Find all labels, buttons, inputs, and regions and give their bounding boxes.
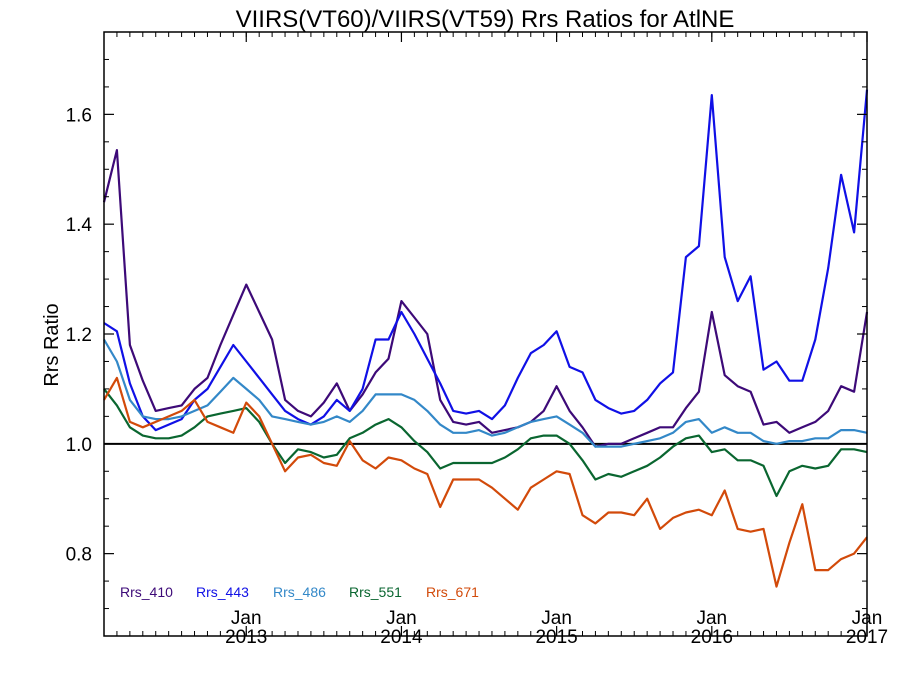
legend-entry-rrs-671: Rrs_671 xyxy=(426,584,479,600)
legend-entry-rrs-551: Rrs_551 xyxy=(349,584,402,600)
x-tick-label-month: Jan xyxy=(386,608,417,629)
x-tick-label-year: 2017 xyxy=(846,627,888,648)
x-tick-label-month: Jan xyxy=(696,608,727,629)
series-line-rrs-486 xyxy=(103,338,868,448)
x-tick-label-year: 2013 xyxy=(225,627,267,648)
chart-title: VIIRS(VT60)/VIIRS(VT59) Rrs Ratios for A… xyxy=(236,6,735,33)
x-tick-label-year: 2015 xyxy=(535,627,577,648)
plot-area xyxy=(102,89,869,588)
y-tick-label: 1.0 xyxy=(66,435,92,456)
axes: 0.81.01.21.41.6Jan2013Jan2014Jan2015Jan2… xyxy=(66,31,888,648)
x-tick-label-year: 2014 xyxy=(380,627,423,648)
legend-entry-rrs-486: Rrs_486 xyxy=(273,584,326,600)
series-line-rrs-410 xyxy=(102,149,869,448)
y-tick-label: 0.8 xyxy=(66,545,92,566)
y-axis-label: Rrs Ratio xyxy=(41,303,63,386)
y-tick-label: 1.2 xyxy=(66,325,92,346)
x-tick-label-month: Jan xyxy=(852,608,883,629)
series-line-rrs-551 xyxy=(103,388,868,498)
y-tick-label: 1.4 xyxy=(66,215,93,236)
y-tick-label: 1.6 xyxy=(66,105,92,126)
plot-frame xyxy=(103,31,868,637)
legend: Rrs_410 Rrs_443 Rrs_486 Rrs_551 Rrs_671 xyxy=(120,584,479,600)
legend-entry-rrs-410: Rrs_410 xyxy=(120,584,173,600)
x-tick-label-year: 2016 xyxy=(691,627,733,648)
x-tick-label-month: Jan xyxy=(231,608,262,629)
legend-entry-rrs-443: Rrs_443 xyxy=(196,584,249,600)
x-tick-label-month: Jan xyxy=(541,608,572,629)
series-line-rrs-443 xyxy=(103,89,869,432)
series-line-rrs-671 xyxy=(103,376,868,588)
